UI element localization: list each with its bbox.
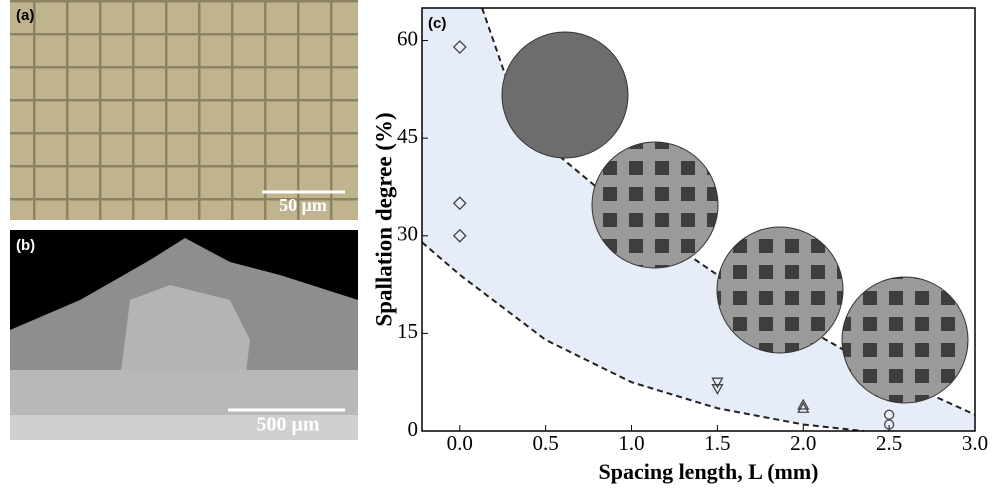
scale-label: 500 μm (257, 414, 320, 436)
x-tick-label: 2.0 (790, 431, 816, 455)
x-tick-label: 0.5 (533, 431, 559, 455)
scale-label: 50 μm (279, 195, 327, 215)
y-tick-label: 0 (408, 417, 419, 441)
figure: (a) 50 μm (b) 500 μm (c) 0.0 0.5 1.0 1.5 2.0 2… (0, 0, 997, 485)
x-tick-label: 1.0 (618, 431, 644, 455)
x-tick-label: 1.5 (704, 431, 730, 455)
y-tick-label: 15 (397, 319, 418, 343)
micrograph-a (10, 0, 358, 220)
x-tick-label: 0.0 (447, 431, 473, 455)
x-axis-label: Spacing length, L (mm) (598, 459, 818, 484)
panel-label: (c) (428, 15, 446, 32)
inset-image (502, 32, 628, 158)
y-axis-label: Spallation degree (%) (371, 112, 396, 326)
inset-image (592, 142, 718, 268)
x-tick-label: 3.0 (962, 431, 988, 455)
inset-image (717, 227, 843, 353)
panel-label: (b) (16, 237, 35, 254)
panel-label: (a) (16, 7, 34, 24)
x-tick-label: 2.5 (876, 431, 902, 455)
inset-image (842, 277, 968, 403)
y-tick-label: 60 (397, 26, 418, 50)
bond-coat (10, 370, 358, 415)
y-tick-label: 45 (397, 124, 418, 148)
y-tick-label: 30 (397, 222, 418, 246)
